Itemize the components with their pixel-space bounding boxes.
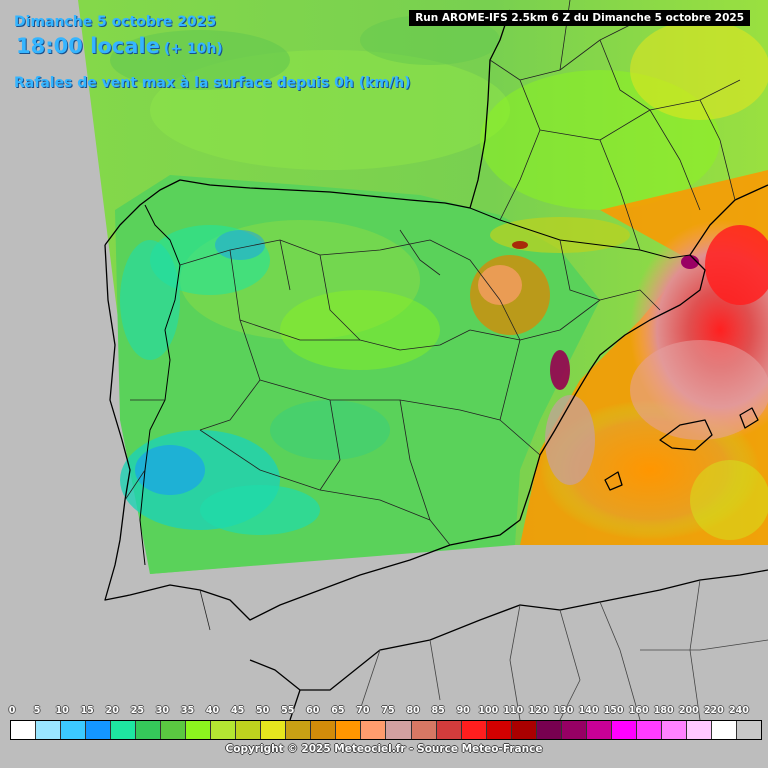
legend-swatch [661,721,687,739]
legend-swatch [86,721,112,739]
legend-tick-label: 200 [678,705,699,716]
model-domain [78,0,768,574]
legend-swatch [136,721,162,739]
legend-swatch [486,721,512,739]
legend-tick-label: 15 [80,705,94,716]
legend-tick-label: 35 [180,705,195,716]
legend-tick-label: 130 [553,705,574,716]
legend-swatch [236,721,262,739]
legend-tick-label: 10 [55,705,69,716]
legend-swatch [261,721,287,739]
legend-swatch [711,721,737,739]
legend-tick-label: 150 [603,705,624,716]
legend-tick-label: 0 [8,705,16,716]
legend-swatch [111,721,137,739]
legend-swatch [186,721,212,739]
legend-swatch [336,721,362,739]
legend-swatch [561,721,587,739]
legend-swatch [361,721,387,739]
legend-tick-label: 50 [256,705,270,716]
legend-swatch [536,721,562,739]
forecast-offset: (+ 10h) [163,41,223,57]
legend-tick-label: 75 [381,705,395,716]
legend-tick-label: 220 [703,705,724,716]
legend-tick-label: 140 [578,705,599,716]
legend-tick-label: 110 [503,705,524,716]
legend-tick-label: 90 [456,705,470,716]
legend-tick-label: 40 [205,705,220,716]
legend-tick-label: 25 [130,705,144,716]
copyright: Copyright © 2025 Meteociel.fr - Source M… [225,743,543,755]
forecast-date: Dimanche 5 octobre 2025 [14,14,217,30]
legend-tick-label: 30 [155,705,170,716]
legend-swatch [636,721,662,739]
legend-tick-label: 20 [105,705,119,716]
legend-tick-label: 65 [331,705,345,716]
legend-swatch [436,721,462,739]
run-info: Run AROME-IFS 2.5km 6 Z du Dimanche 5 oc… [409,10,750,26]
legend-swatch [686,721,712,739]
forecast-time-value: 18:00 locale [16,34,160,58]
legend-swatch [61,721,87,739]
legend-tick-label: 180 [653,705,674,716]
legend-swatch [211,721,237,739]
color-legend [10,720,762,740]
legend-tick-label: 160 [628,705,649,716]
legend-swatch [286,721,312,739]
legend-swatch [36,721,62,739]
legend-swatch [386,721,412,739]
legend-tick-label: 120 [528,705,549,716]
parameter-title: Rafales de vent max à la surface depuis … [14,75,411,91]
legend-swatch [311,721,337,739]
legend-tick-label: 70 [356,705,370,716]
legend-swatch [461,721,487,739]
coastlines [104,0,768,721]
legend-swatch [586,721,612,739]
legend-tick-label: 55 [281,705,295,716]
legend-tick-label: 80 [406,705,420,716]
legend-tick-label: 240 [729,705,749,716]
legend-swatch [736,721,761,739]
legend-tick-label: 60 [306,705,320,716]
legend-swatch [11,721,37,739]
legend-swatch [161,721,187,739]
legend-swatch [411,721,437,739]
legend-tick-label: 85 [431,705,445,716]
legend-tick-label: 5 [33,705,41,716]
legend-tick-label: 45 [230,705,245,716]
legend-swatch [611,721,637,739]
legend-swatch [511,721,537,739]
forecast-time: 18:00 locale (+ 10h) [16,34,223,58]
legend-tick-label: 100 [478,705,499,716]
